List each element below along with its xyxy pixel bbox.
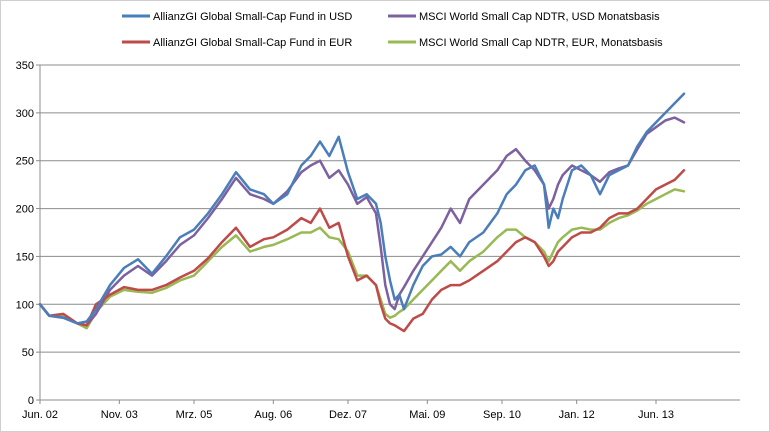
series-group <box>38 92 686 333</box>
x-axis: Jun. 02 Nov. 03 Mrz. 05 Aug. 06 Dez. 07 Mai. … <box>22 400 674 421</box>
x-tick-label-5: Mai. 09 <box>409 409 445 421</box>
x-tick-label-2: Mrz. 05 <box>176 409 213 421</box>
series-line-msci-eur <box>38 188 686 330</box>
y-axis: 0 50 100 150 200 250 300 350 <box>16 60 41 407</box>
legend-label-msci-eur: MSCI World Small Cap NDTR, EUR, Monatsba… <box>419 37 663 49</box>
x-tick-label-0: Jun. 02 <box>22 409 58 421</box>
legend-entry-fund-eur: AllianzGI Global Small-Cap Fund in EUR <box>122 37 352 49</box>
legend-label-fund-eur: AllianzGI Global Small-Cap Fund in EUR <box>153 37 352 49</box>
legend-entry-fund-usd: AllianzGI Global Small-Cap Fund in USD <box>122 11 352 23</box>
y-tick-label-250: 250 <box>16 156 34 168</box>
x-tick-label-6: Sep. 10 <box>483 409 521 421</box>
y-tick-label-0: 0 <box>28 395 34 407</box>
legend-entry-msci-eur: MSCI World Small Cap NDTR, EUR, Monatsba… <box>388 37 663 49</box>
series-line-fund-eur <box>38 169 686 333</box>
x-tick-label-3: Aug. 06 <box>254 409 292 421</box>
series-line-fund-usd <box>38 92 686 325</box>
x-tick-label-7: Jan. 12 <box>559 409 595 421</box>
legend-label-fund-usd: AllianzGI Global Small-Cap Fund in USD <box>153 11 352 23</box>
x-tick-label-1: Nov. 03 <box>101 409 138 421</box>
x-tick-label-8: Jun. 13 <box>638 409 674 421</box>
y-tick-label-350: 350 <box>16 60 34 72</box>
y-tick-label-150: 150 <box>16 251 34 263</box>
y-tick-label-300: 300 <box>16 108 34 120</box>
legend-label-msci-usd: MSCI World Small Cap NDTR, USD Monatsbas… <box>419 11 660 23</box>
y-tick-label-100: 100 <box>16 299 34 311</box>
series-line-msci-usd <box>38 116 686 327</box>
y-tick-label-200: 200 <box>16 204 34 216</box>
y-tick-label-50: 50 <box>22 347 34 359</box>
x-tick-label-4: Dez. 07 <box>329 409 367 421</box>
legend: AllianzGI Global Small-Cap Fund in USD A… <box>122 11 663 49</box>
legend-entry-msci-usd: MSCI World Small Cap NDTR, USD Monatsbas… <box>388 11 660 23</box>
